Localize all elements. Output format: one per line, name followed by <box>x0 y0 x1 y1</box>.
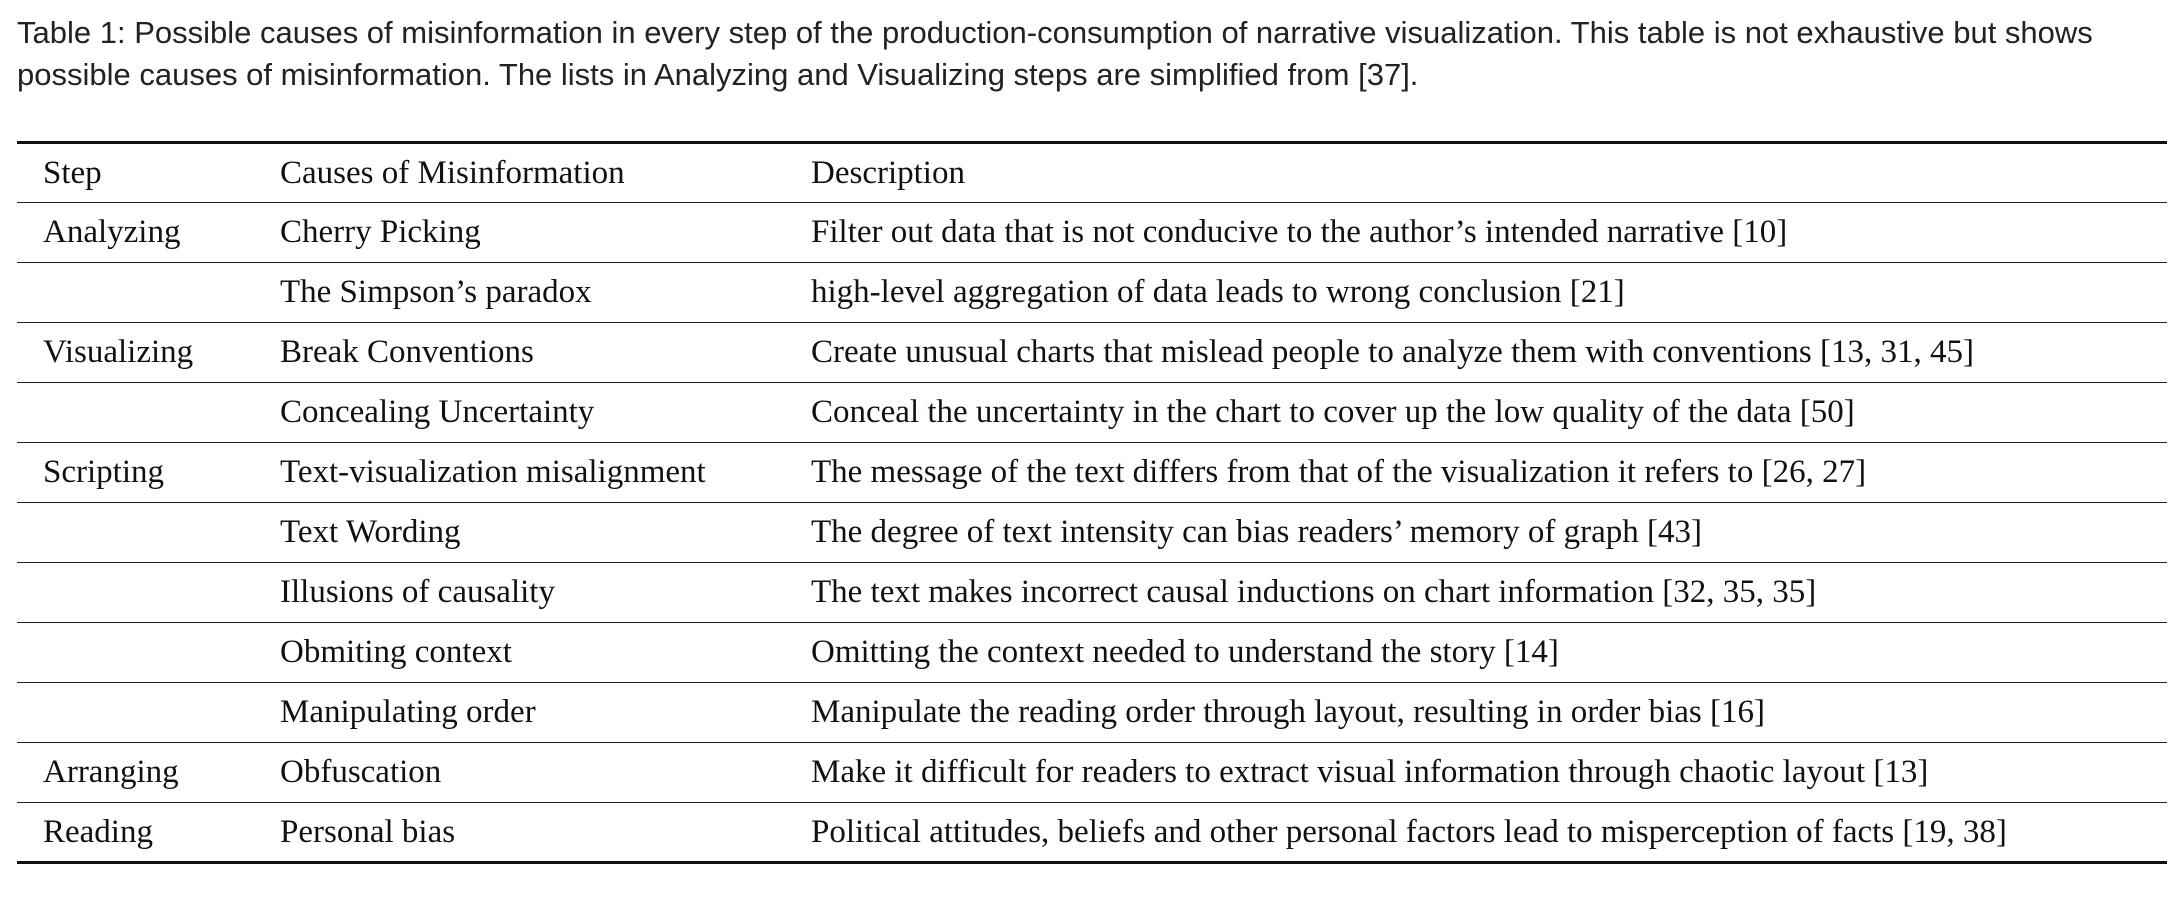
cell-description: The degree of text intensity can bias re… <box>785 502 2167 563</box>
table-row: Text Wording The degree of text intensit… <box>17 502 2167 563</box>
cell-cause: Obmiting context <box>254 622 785 683</box>
cell-step: Scripting <box>17 442 254 503</box>
header-step: Step <box>17 142 254 203</box>
cell-step <box>17 382 254 443</box>
cell-step: Arranging <box>17 742 254 803</box>
misinformation-table-container: Step Causes of Misinformation Descriptio… <box>17 141 2167 864</box>
table-row: Analyzing Cherry Picking Filter out data… <box>17 203 2167 263</box>
table-row: Obmiting context Omitting the context ne… <box>17 622 2167 683</box>
cell-cause: Illusions of causality <box>254 562 785 623</box>
cell-step: Reading <box>17 802 254 863</box>
cell-description: Conceal the uncertainty in the chart to … <box>785 382 2167 443</box>
cell-cause: The Simpson’s paradox <box>254 262 785 323</box>
table-row: Reading Personal bias Political attitude… <box>17 802 2167 863</box>
cell-description: high-level aggregation of data leads to … <box>785 262 2167 323</box>
cell-step: Visualizing <box>17 322 254 383</box>
cell-cause: Obfuscation <box>254 742 785 803</box>
cell-step <box>17 682 254 743</box>
header-description: Description <box>785 142 2167 203</box>
cell-step <box>17 622 254 683</box>
table-row: Visualizing Break Conventions Create unu… <box>17 322 2167 383</box>
cell-cause: Manipulating order <box>254 682 785 743</box>
cell-description: Political attitudes, beliefs and other p… <box>785 802 2167 863</box>
table-row: The Simpson’s paradox high-level aggrega… <box>17 262 2167 323</box>
cell-cause: Concealing Uncertainty <box>254 382 785 443</box>
cell-description: Manipulate the reading order through lay… <box>785 682 2167 743</box>
cell-description: The message of the text differs from tha… <box>785 442 2167 503</box>
header-causes: Causes of Misinformation <box>254 142 785 203</box>
cell-description: Create unusual charts that mislead peopl… <box>785 322 2167 383</box>
cell-description: Make it difficult for readers to extract… <box>785 742 2167 803</box>
cell-cause: Text Wording <box>254 502 785 563</box>
cell-step <box>17 502 254 563</box>
table-caption: Table 1: Possible causes of misinformati… <box>17 15 2093 92</box>
table-header-row: Step Causes of Misinformation Descriptio… <box>17 142 2167 203</box>
table-row: Manipulating order Manipulate the readin… <box>17 682 2167 743</box>
table-row: Concealing Uncertainty Conceal the uncer… <box>17 382 2167 443</box>
cell-cause: Text-visualization misalignment <box>254 442 785 503</box>
table-row: Illusions of causality The text makes in… <box>17 562 2167 623</box>
cell-description: Omitting the context needed to understan… <box>785 622 2167 683</box>
cell-step <box>17 262 254 323</box>
cell-cause: Break Conventions <box>254 322 785 383</box>
table-row: Arranging Obfuscation Make it difficult … <box>17 742 2167 803</box>
cell-description: The text makes incorrect causal inductio… <box>785 562 2167 623</box>
cell-step: Analyzing <box>43 214 181 250</box>
cell-cause: Personal bias <box>254 802 785 863</box>
cell-cause: Cherry Picking <box>280 214 481 250</box>
cell-step <box>17 562 254 623</box>
cell-description: Filter out data that is not conducive to… <box>811 214 1788 250</box>
table-row: Scripting Text-visualization misalignmen… <box>17 442 2167 503</box>
misinformation-table: Step Causes of Misinformation Descriptio… <box>17 141 2167 864</box>
